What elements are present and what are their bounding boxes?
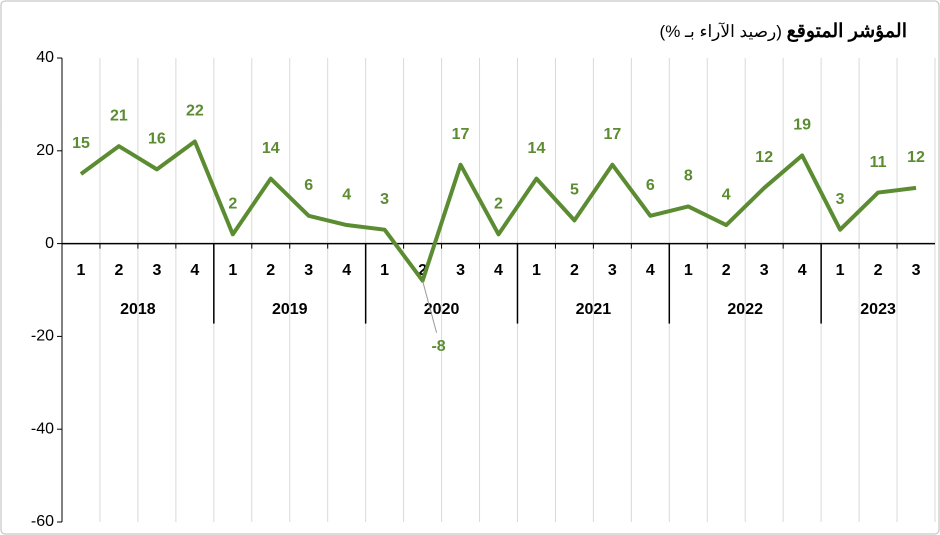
chart-title: المؤشر المتوقع	[786, 21, 907, 42]
x-tick-label: 4	[646, 262, 655, 279]
x-tick-label: 1	[228, 262, 237, 279]
data-label: 14	[528, 140, 546, 157]
x-tick-label: 4	[190, 262, 199, 279]
y-tick-label: -60	[31, 513, 54, 530]
data-label: 12	[755, 149, 773, 166]
x-group-label: 2018	[120, 301, 156, 318]
y-tick-label: 40	[36, 49, 54, 66]
leader-line	[422, 280, 438, 333]
data-label: 3	[380, 191, 389, 208]
x-tick-label: 2	[266, 262, 275, 279]
x-tick-label: 3	[608, 262, 617, 279]
x-tick-label: 3	[152, 262, 161, 279]
data-label: 17	[452, 126, 470, 143]
x-tick-label: 4	[798, 262, 807, 279]
x-tick-label: 2	[570, 262, 579, 279]
data-label: -8	[431, 338, 445, 355]
title-block: المؤشر المتوقع (رصيد الآراء بـ %)	[660, 20, 907, 43]
x-group-label: 2020	[424, 301, 460, 318]
x-group-label: 2021	[576, 301, 612, 318]
x-tick-label: 4	[494, 262, 503, 279]
series-line	[79, 139, 917, 283]
data-label: 11	[870, 154, 887, 171]
data-label: 17	[603, 126, 621, 143]
data-label: 14	[262, 140, 280, 157]
data-label: 21	[110, 107, 128, 124]
data-label: 6	[304, 177, 313, 194]
data-label: 2	[228, 196, 237, 213]
data-label: 16	[148, 131, 166, 148]
data-label: 2	[494, 196, 503, 213]
x-tick-label: 1	[77, 262, 86, 279]
x-tick-label: 3	[304, 262, 313, 279]
data-label: 3	[836, 191, 845, 208]
x-group-label: 2022	[727, 301, 763, 318]
data-label: 12	[907, 149, 925, 166]
y-tick-label: 20	[36, 142, 54, 159]
x-tick-label: 3	[912, 262, 921, 279]
data-label: 15	[72, 135, 90, 152]
x-tick-label: 2	[114, 262, 123, 279]
y-tick-label: 0	[45, 235, 54, 252]
data-label: 8	[684, 168, 693, 185]
x-tick-label: 3	[456, 262, 465, 279]
x-tick-label: 2	[874, 262, 883, 279]
x-group-label: 2023	[860, 301, 896, 318]
x-tick-label: 1	[532, 262, 541, 279]
data-label: 5	[570, 182, 579, 199]
data-label: 4	[722, 186, 731, 203]
data-label: 6	[646, 177, 655, 194]
x-tick-label: 1	[684, 262, 693, 279]
data-label: 19	[793, 117, 811, 134]
x-tick-label: 2	[418, 262, 427, 279]
y-tick-label: -40	[31, 420, 54, 437]
y-tick-label: -20	[31, 328, 54, 345]
x-tick-label: 4	[342, 262, 351, 279]
x-tick-label: 1	[380, 262, 389, 279]
x-tick-label: 3	[760, 262, 769, 279]
x-tick-label: 1	[836, 262, 845, 279]
x-tick-label: 2	[722, 262, 731, 279]
data-label: 22	[186, 103, 204, 120]
x-group-label: 2019	[272, 301, 308, 318]
data-label: 4	[342, 186, 351, 203]
chart-subtitle: (رصيد الآراء بـ %)	[659, 22, 782, 41]
